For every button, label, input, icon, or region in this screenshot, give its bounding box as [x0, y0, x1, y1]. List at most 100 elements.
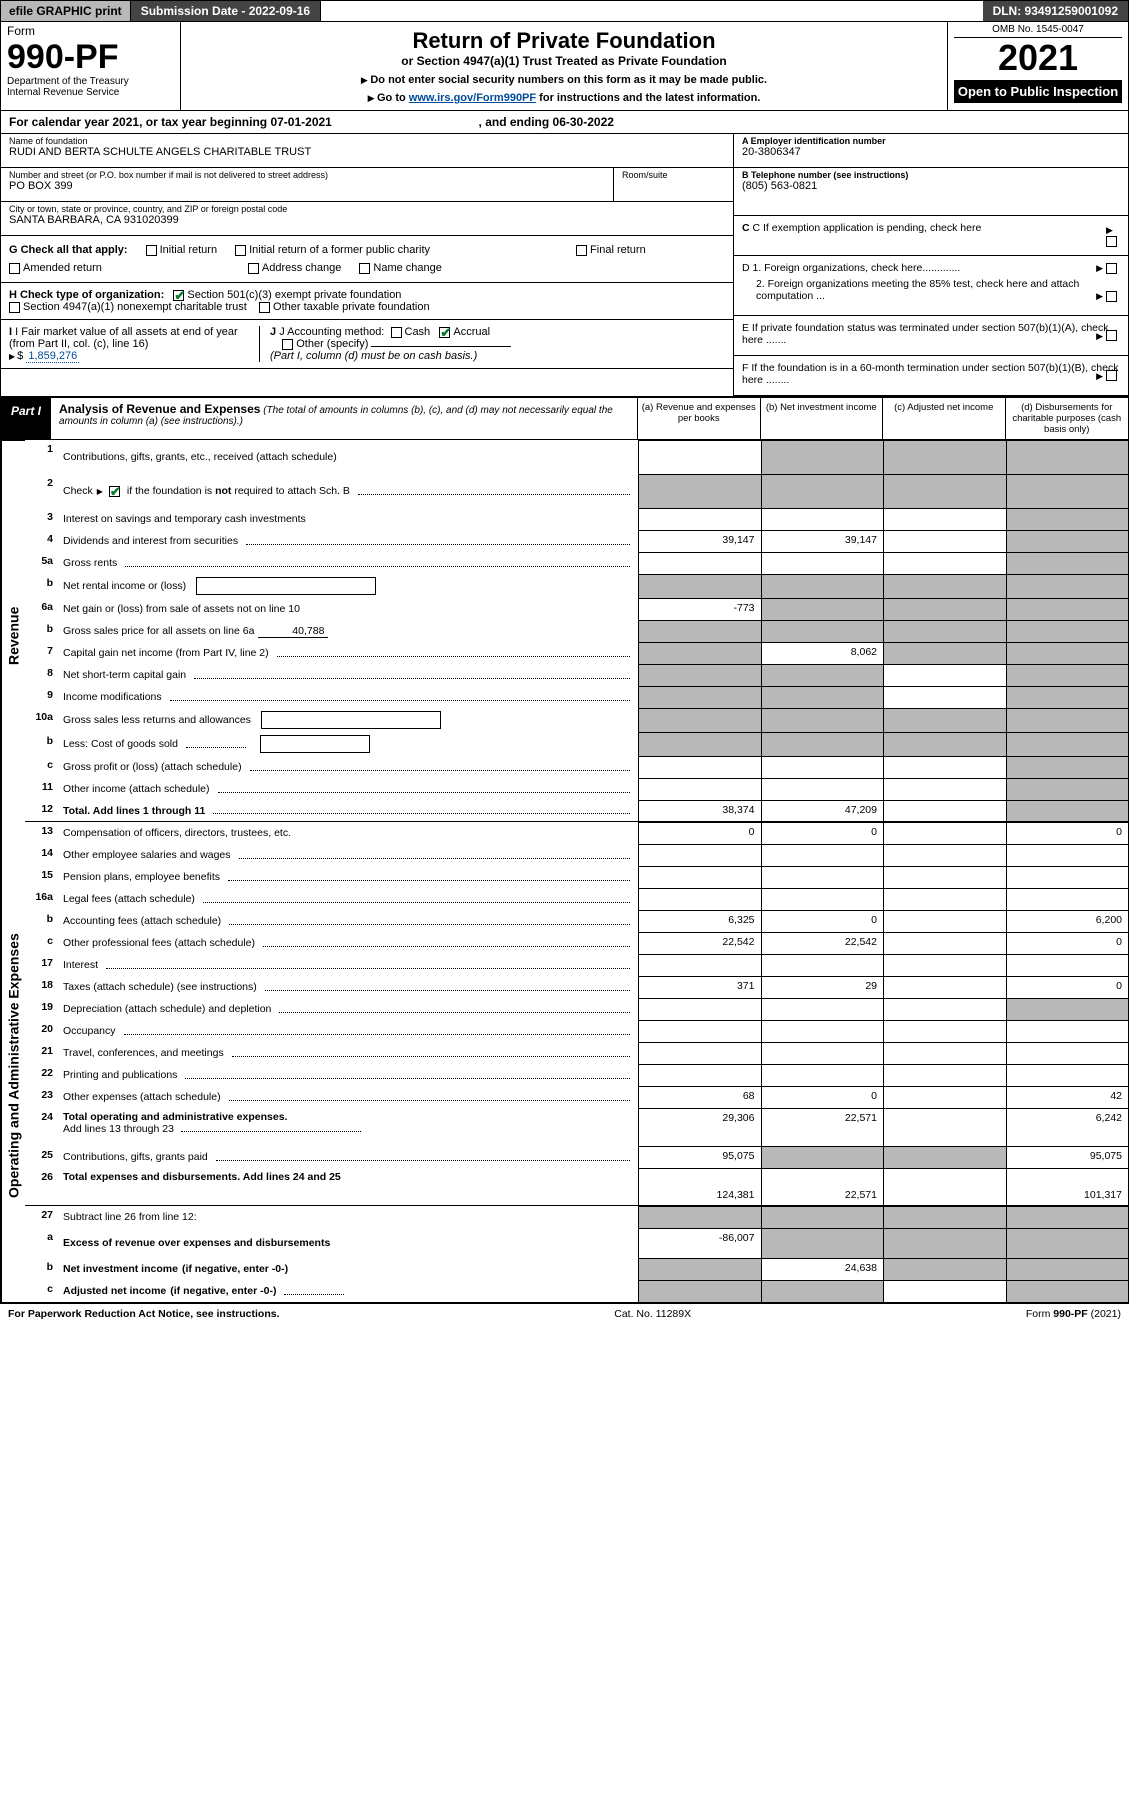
checkbox-4947a1[interactable] — [9, 302, 20, 313]
checkbox-other-taxable[interactable] — [259, 302, 270, 313]
phone-value: (805) 563-0821 — [742, 180, 1120, 192]
col-c-header: (c) Adjusted net income — [883, 398, 1006, 439]
line-27b-col-b: 24,638 — [761, 1258, 884, 1280]
revenue-side-label: Revenue — [1, 440, 25, 830]
checkbox-address-change[interactable] — [248, 263, 259, 274]
line-13-col-a: 0 — [638, 822, 761, 844]
line-16c-col-d: 0 — [1006, 932, 1129, 954]
line-16b-col-b: 0 — [761, 910, 884, 932]
section-d: D 1. Foreign organizations, check here..… — [734, 256, 1128, 316]
city-state-zip: SANTA BARBARA, CA 931020399 — [9, 214, 725, 226]
line-12-col-a: 38,374 — [638, 800, 761, 821]
submission-date-badge: Submission Date - 2022-09-16 — [131, 1, 321, 21]
line-6a-col-a: -773 — [638, 598, 761, 620]
line-24-col-b: 22,571 — [761, 1108, 884, 1146]
footer-cat-no: Cat. No. 11289X — [614, 1308, 691, 1320]
section-g-checkboxes: G Check all that apply: Initial return I… — [1, 236, 733, 283]
checkbox-amended-return[interactable] — [9, 263, 20, 274]
open-to-public-badge: Open to Public Inspection — [954, 80, 1122, 103]
section-c: C C If exemption application is pending,… — [734, 216, 1128, 256]
form-subtitle: or Section 4947(a)(1) Trust Treated as P… — [191, 54, 937, 68]
checkbox-other-method[interactable] — [282, 339, 293, 350]
line-16b-col-d: 6,200 — [1006, 910, 1129, 932]
form-title-block: Return of Private Foundation or Section … — [181, 22, 948, 110]
foundation-name-cell: Name of foundation RUDI AND BERTA SCHULT… — [1, 134, 733, 168]
dept-label: Department of the Treasury — [7, 76, 174, 87]
line-4-col-a: 39,147 — [638, 530, 761, 552]
form-word: Form — [7, 24, 174, 38]
form-title: Return of Private Foundation — [191, 28, 937, 54]
line-26-col-d: 101,317 — [1006, 1168, 1129, 1205]
line-18-col-d: 0 — [1006, 976, 1129, 998]
checkbox-cash[interactable] — [391, 327, 402, 338]
tax-year-range: For calendar year 2021, or tax year begi… — [0, 111, 1129, 134]
expenses-side-label: Operating and Administrative Expenses — [1, 830, 25, 1302]
col-d-header: (d) Disbursements for charitable purpose… — [1006, 398, 1129, 439]
line-23-col-b: 0 — [761, 1086, 884, 1108]
line-12-col-b: 47,209 — [761, 800, 884, 821]
line-24-col-d: 6,242 — [1006, 1108, 1129, 1146]
street-address: PO BOX 399 — [9, 180, 605, 192]
line-16c-col-b: 22,542 — [761, 932, 884, 954]
part-1-table: Revenue Operating and Administrative Exp… — [0, 440, 1129, 1303]
form-note-1: Do not enter social security numbers on … — [191, 74, 937, 86]
ein-cell: A Employer identification number 20-3806… — [734, 134, 1128, 168]
checkbox-f[interactable] — [1106, 370, 1117, 381]
omb-number: OMB No. 1545-0047 — [954, 24, 1122, 38]
footer-form-ref: Form 990-PF (2021) — [1026, 1308, 1121, 1320]
page-footer: For Paperwork Reduction Act Notice, see … — [0, 1303, 1129, 1324]
line-18-col-a: 371 — [638, 976, 761, 998]
checkbox-initial-former-public[interactable] — [235, 245, 246, 256]
city-cell: City or town, state or province, country… — [1, 202, 733, 236]
section-f: F If the foundation is in a 60-month ter… — [734, 356, 1128, 396]
checkbox-final-return[interactable] — [576, 245, 587, 256]
checkbox-accrual[interactable] — [439, 327, 450, 338]
line-25-col-a: 95,075 — [638, 1146, 761, 1168]
phone-cell: B Telephone number (see instructions) (8… — [734, 168, 1128, 216]
form-instructions-link[interactable]: www.irs.gov/Form990PF — [409, 92, 536, 104]
checkbox-initial-return[interactable] — [146, 245, 157, 256]
form-number: 990-PF — [7, 40, 174, 74]
line-27a-col-a: -86,007 — [638, 1228, 761, 1258]
fmv-assets-value: 1,859,276 — [26, 350, 79, 363]
line-25-col-d: 95,075 — [1006, 1146, 1129, 1168]
col-b-header: (b) Net investment income — [761, 398, 884, 439]
ein-value: 20-3806347 — [742, 146, 1120, 158]
line-24-col-a: 29,306 — [638, 1108, 761, 1146]
irs-label: Internal Revenue Service — [7, 87, 174, 98]
checkbox-sch-b[interactable] — [109, 486, 120, 497]
line-13-col-d: 0 — [1006, 822, 1129, 844]
foundation-name: RUDI AND BERTA SCHULTE ANGELS CHARITABLE… — [9, 146, 725, 158]
form-note-2: Go to www.irs.gov/Form990PF for instruct… — [191, 92, 937, 104]
checkbox-d2[interactable] — [1106, 291, 1117, 302]
checkbox-e[interactable] — [1106, 330, 1117, 341]
address-cell: Number and street (or P.O. box number if… — [1, 168, 613, 202]
line-23-col-a: 68 — [638, 1086, 761, 1108]
checkbox-d1[interactable] — [1106, 263, 1117, 274]
efile-print-button[interactable]: efile GRAPHIC print — [1, 1, 131, 21]
line-26-col-a: 124,381 — [638, 1168, 761, 1205]
line-13-col-b: 0 — [761, 822, 884, 844]
part-1-description: Analysis of Revenue and Expenses (The to… — [51, 398, 638, 439]
line-6b-value: 40,788 — [258, 625, 328, 638]
section-h-org-type: H Check type of organization: Section 50… — [1, 283, 733, 320]
checkbox-name-change[interactable] — [359, 263, 370, 274]
form-header: Form 990-PF Department of the Treasury I… — [0, 22, 1129, 111]
identity-section: Name of foundation RUDI AND BERTA SCHULT… — [0, 134, 1129, 396]
dln-badge: DLN: 93491259001092 — [983, 1, 1128, 21]
room-suite-cell: Room/suite — [613, 168, 733, 202]
section-e: E If private foundation status was termi… — [734, 316, 1128, 356]
checkbox-501c3[interactable] — [173, 290, 184, 301]
line-4-col-b: 39,147 — [761, 530, 884, 552]
line-26-col-b: 22,571 — [761, 1168, 884, 1205]
checkbox-c[interactable] — [1106, 236, 1117, 247]
footer-paperwork-notice: For Paperwork Reduction Act Notice, see … — [8, 1308, 280, 1320]
section-i-j: I I Fair market value of all assets at e… — [1, 320, 733, 369]
col-a-header: (a) Revenue and expenses per books — [638, 398, 761, 439]
part-1-label: Part I — [1, 398, 51, 439]
line-23-col-d: 42 — [1006, 1086, 1129, 1108]
line-18-col-b: 29 — [761, 976, 884, 998]
tax-year: 2021 — [954, 38, 1122, 78]
line-7-col-b: 8,062 — [761, 642, 884, 664]
top-bar: efile GRAPHIC print Submission Date - 20… — [0, 0, 1129, 22]
